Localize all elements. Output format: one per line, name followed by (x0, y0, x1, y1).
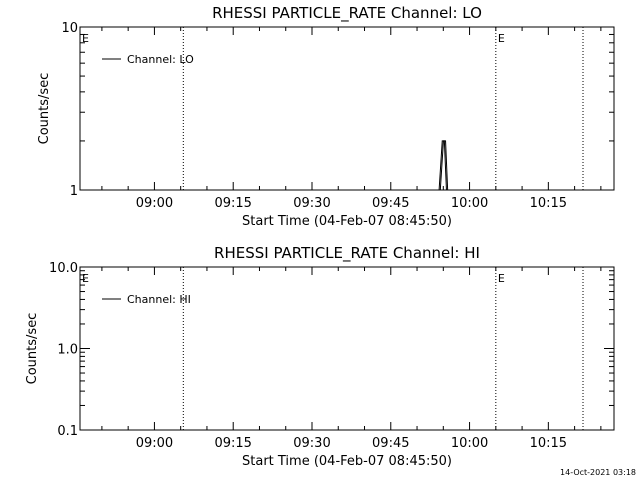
x-axis-label: Start Time (04-Feb-07 08:45:50) (242, 214, 452, 229)
y-axis-label: Counts/sec (25, 313, 40, 385)
x-tick-label: 09:00 (136, 196, 173, 211)
y-tick-label: 0.1 (57, 424, 78, 439)
x-tick-label: 09:15 (214, 196, 251, 211)
x-tick-label: 10:15 (530, 436, 567, 451)
legend-label: Channel: HI (127, 293, 191, 306)
y-tick-label: 1 (70, 184, 78, 199)
chart-hi: RHESSI PARTICLE_RATE Channel: HI 09:00 09:… (25, 244, 615, 469)
chart-lo: RHESSI PARTICLE_RATE Channel: LO 09:00 09:… (37, 4, 615, 229)
eclipse-marker: E (498, 272, 505, 285)
x-tick-label: 09:45 (372, 196, 409, 211)
x-tick-label: 09:00 (136, 436, 173, 451)
x-tick-label: 10:15 (530, 196, 567, 211)
eclipse-marker: E (82, 272, 89, 285)
plot-timestamp: 14-Oct-2021 03:18 (560, 468, 636, 477)
chart-panel-lo: RHESSI PARTICLE_RATE Channel: LO 09:00 09:… (37, 4, 615, 229)
y-axis-label: Counts/sec (37, 73, 52, 145)
chart-title: RHESSI PARTICLE_RATE Channel: LO (212, 4, 482, 23)
chart-title: RHESSI PARTICLE_RATE Channel: HI (214, 244, 480, 263)
plot-frame (79, 266, 615, 431)
x-tick-label: 09:15 (214, 436, 251, 451)
x-tick-label: 10:00 (451, 196, 488, 211)
y-tick-label: 10.0 (49, 261, 78, 276)
x-tick-label: 09:30 (293, 196, 330, 211)
x-tick-label: 10:00 (451, 436, 488, 451)
series-line-shadow (439, 140, 449, 191)
x-tick-label: 09:45 (372, 436, 409, 451)
legend-label: Channel: LO (127, 53, 194, 66)
x-axis-label: Start Time (04-Feb-07 08:45:50) (242, 454, 452, 469)
eclipse-marker: E (82, 32, 89, 45)
y-tick-label: 10 (61, 21, 78, 36)
chart-panel-hi: RHESSI PARTICLE_RATE Channel: HI 09:00 09:… (0, 240, 640, 480)
eclipse-marker: E (498, 32, 505, 45)
x-tick-label: 09:30 (293, 436, 330, 451)
y-tick-label: 1.0 (57, 343, 78, 358)
plot-frame (79, 26, 615, 191)
